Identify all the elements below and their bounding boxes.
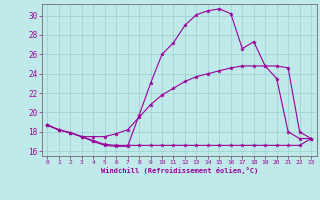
- X-axis label: Windchill (Refroidissement éolien,°C): Windchill (Refroidissement éolien,°C): [100, 167, 258, 174]
